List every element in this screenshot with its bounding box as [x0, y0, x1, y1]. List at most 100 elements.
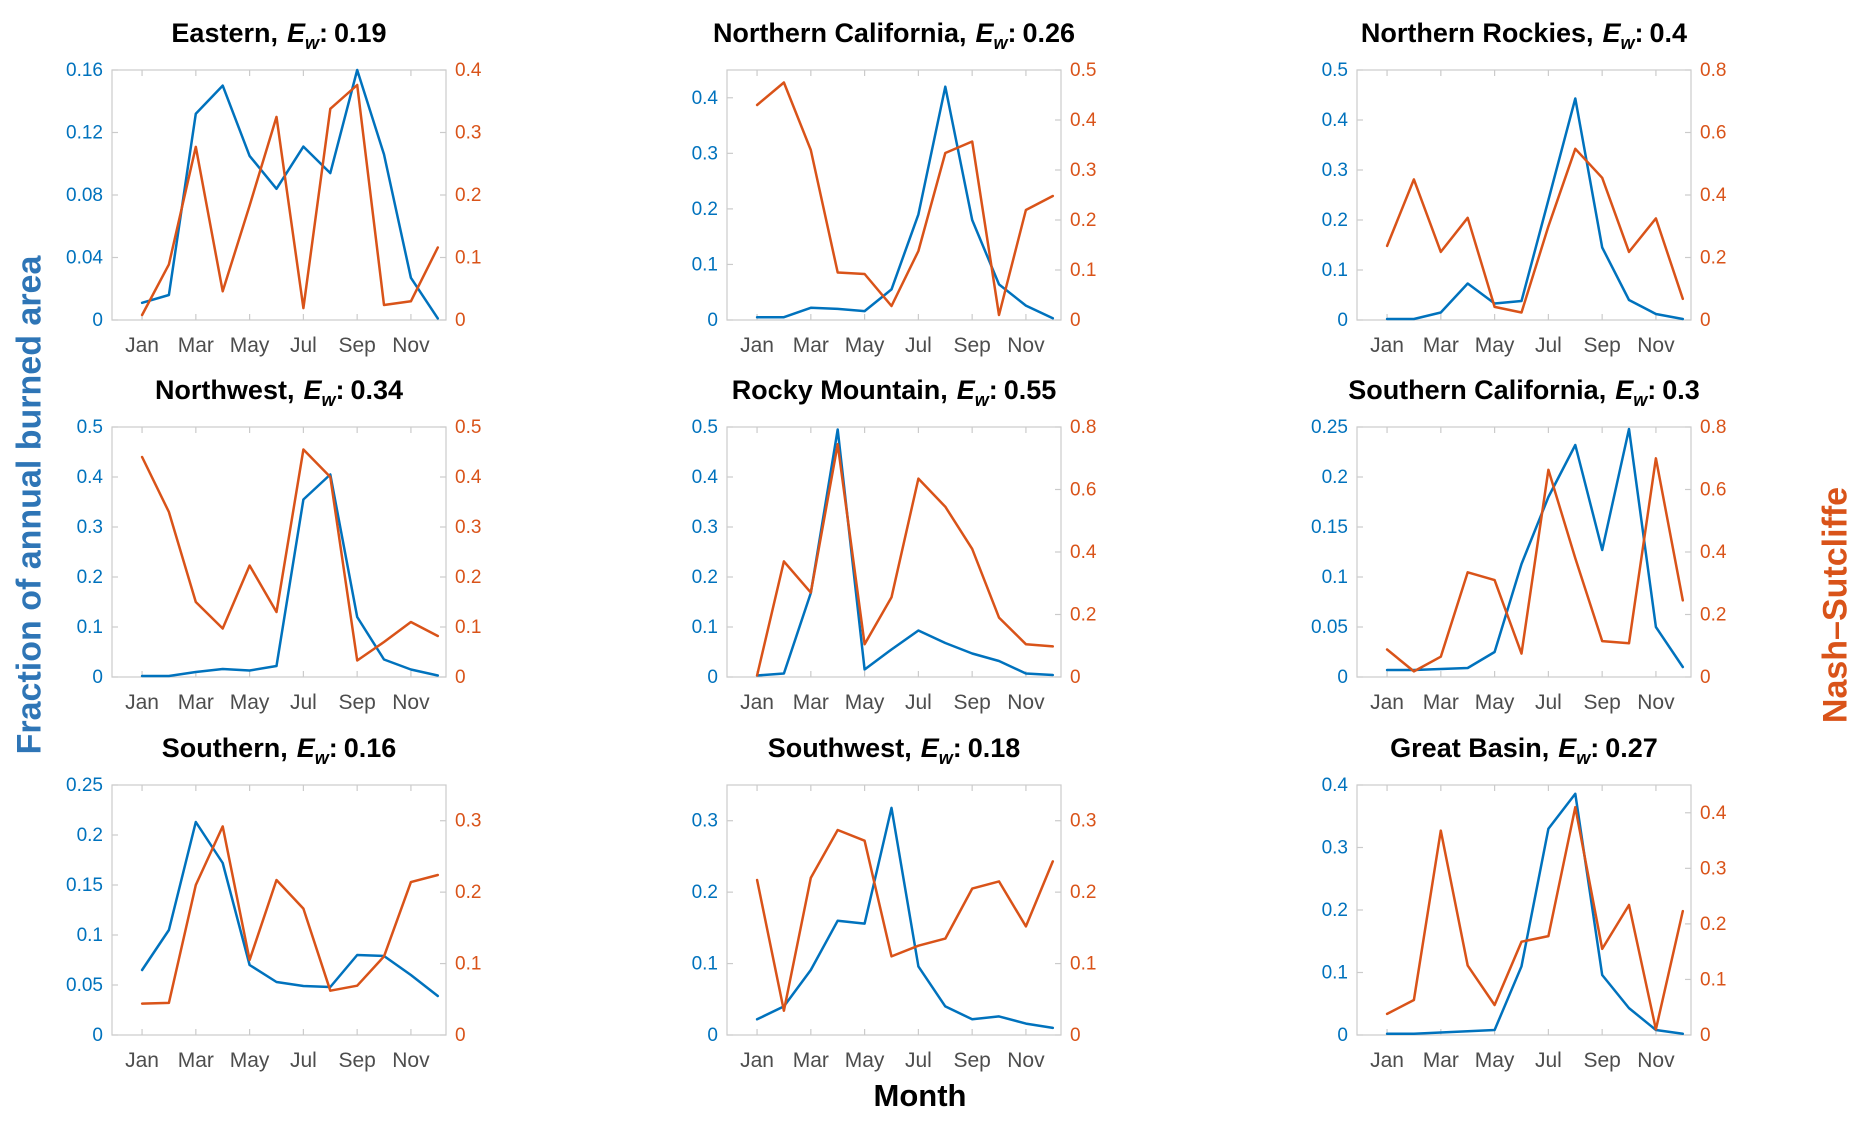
chart-title: Northern Rockies, Ew: 0.4	[1361, 18, 1687, 53]
left-tick-label: 0	[707, 1025, 718, 1046]
nash-sutcliffe-line	[755, 442, 1055, 677]
x-tick-label: Nov	[392, 1049, 430, 1072]
right-tick-label: 0.1	[1700, 969, 1726, 990]
left-tick-label: 0.1	[692, 254, 718, 275]
x-tick-label: Jan	[125, 691, 159, 714]
left-tick-label: 0	[1337, 1025, 1348, 1046]
left-tick-label: 0.05	[66, 975, 103, 996]
chart-title: Eastern, Ew: 0.19	[171, 18, 386, 53]
chart-title: Northern California, Ew: 0.26	[713, 18, 1075, 53]
left-tick-label: 0.4	[1322, 110, 1349, 131]
nash-sutcliffe-line	[1385, 805, 1685, 1031]
left-tick-label: 0.15	[1311, 517, 1348, 538]
x-tick-label: Jan	[125, 334, 159, 357]
right-tick-label: 0	[455, 310, 466, 331]
left-tick-label: 0	[707, 310, 718, 331]
burned-area-line	[1385, 97, 1685, 321]
x-tick-label: Nov	[392, 691, 430, 714]
burned-area-line	[755, 806, 1055, 1030]
x-tick-label: Jan	[1370, 334, 1404, 357]
right-tick-label: 0.4	[1700, 542, 1727, 563]
left-tick-label: 0.2	[692, 199, 718, 220]
plot-box	[111, 784, 447, 1036]
right-tick-label: 0.3	[455, 811, 481, 832]
chart-panel-northern-rockies: Northern Rockies, Ew: 0.4 Jan Mar May Jul Sep No…	[1322, 18, 1727, 357]
left-tick-label: 0	[92, 1025, 103, 1046]
burned-area-line	[755, 85, 1055, 320]
right-tick-label: 0.1	[455, 954, 481, 975]
right-tick-label: 0.3	[455, 517, 481, 538]
left-tick-label: 0.25	[66, 775, 103, 796]
x-tick-label: May	[230, 691, 270, 714]
chart-panel-eastern: Eastern, Ew: 0.19 Jan Mar May Jul Sep Nov 0 0.04 0.…	[66, 18, 482, 357]
burned-area-line	[1385, 792, 1685, 1036]
right-tick-label: 0.3	[1700, 858, 1726, 879]
burned-area-line	[1385, 427, 1685, 672]
right-tick-label: 0.2	[455, 185, 481, 206]
x-tick-label: Sep	[953, 1049, 990, 1072]
chart-title: Southwest, Ew: 0.18	[768, 733, 1021, 768]
left-tick-label: 0	[92, 310, 103, 331]
right-tick-label: 0.3	[455, 123, 481, 144]
left-tick-label: 0.3	[1322, 160, 1348, 181]
chart-title: Southern California, Ew: 0.3	[1348, 375, 1700, 410]
chart-title: Northwest, Ew: 0.34	[155, 375, 403, 410]
right-tick-label: 0.4	[1070, 110, 1097, 131]
x-tick-label: May	[845, 1049, 885, 1072]
left-tick-label: 0.3	[1322, 838, 1348, 859]
chart-title: Rocky Mountain, Ew: 0.55	[732, 375, 1057, 410]
x-tick-label: Sep	[338, 334, 375, 357]
right-tick-label: 0.4	[455, 467, 482, 488]
chart-title: Great Basin, Ew: 0.27	[1390, 733, 1658, 768]
x-tick-label: May	[1475, 334, 1515, 357]
left-tick-label: 0	[1337, 310, 1348, 331]
chart-panel-northern-california: Northern California, Ew: 0.26 Jan Mar May Jul S…	[692, 18, 1097, 357]
right-tick-label: 0.5	[1070, 60, 1096, 81]
right-tick-label: 0.2	[1070, 882, 1096, 903]
left-tick-label: 0.16	[66, 60, 103, 81]
left-tick-label: 0.2	[1322, 900, 1348, 921]
x-tick-label: Nov	[1007, 334, 1045, 357]
right-tick-label: 0.4	[1070, 542, 1097, 563]
x-tick-label: Mar	[178, 691, 214, 714]
x-tick-label: Mar	[793, 334, 829, 357]
plot-box	[111, 69, 447, 321]
x-tick-label: Sep	[338, 691, 375, 714]
right-tick-label: 0.4	[455, 60, 482, 81]
right-tick-label: 0	[1070, 310, 1081, 331]
left-tick-label: 0.08	[66, 185, 103, 206]
right-tick-label: 0.2	[1700, 914, 1726, 935]
right-tick-label: 0.2	[1070, 605, 1096, 626]
left-tick-label: 0.2	[77, 825, 103, 846]
x-tick-label: Jan	[1370, 1049, 1404, 1072]
burned-area-line	[140, 473, 440, 678]
left-tick-label: 0.4	[77, 467, 104, 488]
right-tick-label: 0.2	[1700, 605, 1726, 626]
right-tick-label: 0.8	[1700, 60, 1726, 81]
x-tick-label: May	[845, 691, 885, 714]
x-axis-label: Month	[873, 1078, 967, 1113]
left-tick-label: 0.1	[692, 954, 718, 975]
right-tick-label: 0	[1700, 1025, 1711, 1046]
right-tick-label: 0	[1070, 667, 1081, 688]
plot-box	[726, 69, 1062, 321]
x-tick-label: Sep	[1583, 1049, 1620, 1072]
x-tick-label: Jul	[290, 691, 317, 714]
x-tick-label: May	[1475, 1049, 1515, 1072]
x-tick-label: Mar	[1423, 691, 1459, 714]
right-tick-label: 0.8	[1700, 417, 1726, 438]
nash-sutcliffe-line	[755, 828, 1055, 1012]
left-tick-label: 0.5	[692, 417, 718, 438]
x-tick-label: Mar	[793, 1049, 829, 1072]
right-tick-label: 0	[455, 667, 466, 688]
x-tick-label: Nov	[1637, 1049, 1675, 1072]
x-tick-label: Mar	[178, 334, 214, 357]
left-tick-label: 0.1	[77, 925, 103, 946]
x-tick-label: Sep	[953, 691, 990, 714]
right-tick-label: 0.6	[1700, 123, 1726, 144]
left-tick-label: 0.2	[77, 567, 103, 588]
right-tick-label: 0.1	[455, 248, 481, 269]
right-tick-label: 0	[1700, 667, 1711, 688]
left-tick-label: 0.12	[66, 123, 103, 144]
